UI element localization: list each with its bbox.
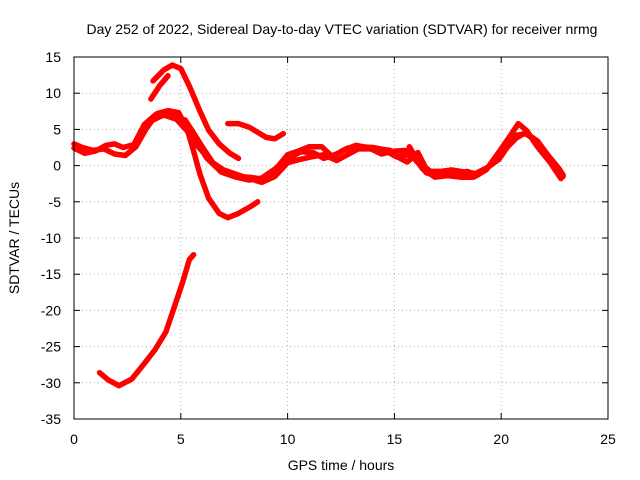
y-tick-label: 10 xyxy=(45,85,61,101)
series-arc-9 xyxy=(96,251,197,389)
data-series xyxy=(71,62,566,389)
y-tick-label: 5 xyxy=(53,121,61,137)
grid-lines xyxy=(74,57,608,419)
series-arc-1 xyxy=(71,107,261,221)
x-tick-label: 15 xyxy=(387,431,403,447)
y-axis-label: SDTVAR / TECUs xyxy=(6,182,22,294)
y-tick-label: -35 xyxy=(41,411,61,427)
y-tick-label: 15 xyxy=(45,49,61,65)
x-tick-labels: 0 5 10 15 20 25 xyxy=(70,431,616,447)
x-tick-label: 10 xyxy=(280,431,296,447)
y-tick-labels: 15 10 5 0 -5 -10 -15 -20 -25 -30 -35 xyxy=(41,49,61,427)
x-tick-label: 0 xyxy=(70,431,78,447)
y-tick-label: -30 xyxy=(41,375,61,391)
x-tick-label: 20 xyxy=(493,431,509,447)
series-arc-5 xyxy=(188,130,566,183)
y-tick-label: -20 xyxy=(41,302,61,318)
y-tick-label: 0 xyxy=(53,158,61,174)
y-tick-label: -10 xyxy=(41,230,61,246)
series-arc-8 xyxy=(225,120,287,142)
x-tick-label: 5 xyxy=(177,431,185,447)
y-tick-label: -5 xyxy=(49,194,62,210)
chart-title: Day 252 of 2022, Sidereal Day-to-day VTE… xyxy=(87,21,598,37)
series-arc-6 xyxy=(406,120,564,182)
axis-ticks xyxy=(73,56,609,420)
series-arc-3 xyxy=(148,73,171,102)
y-tick-label: -15 xyxy=(41,266,61,282)
x-tick-label: 25 xyxy=(600,431,616,447)
x-axis-label: GPS time / hours xyxy=(288,457,395,473)
y-tick-label: -25 xyxy=(41,339,61,355)
series-arc-7 xyxy=(150,62,242,162)
